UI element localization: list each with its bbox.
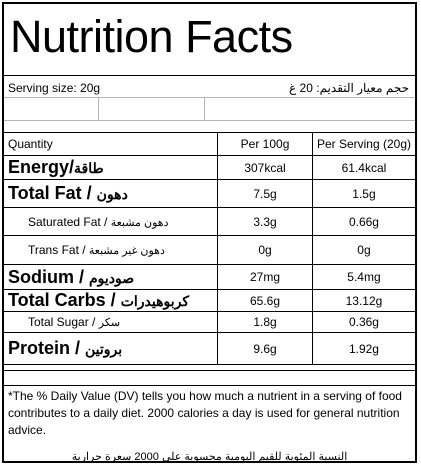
row-label: Sodium / صوديوم (4, 264, 219, 290)
serving-size-en: Serving size: 20g (8, 81, 101, 95)
daily-value-footnote-ar: النسبة المئوية للقيم اليومية محسوبة على … (71, 451, 348, 463)
per-100g-value: 27mg (217, 264, 313, 290)
row-label: Saturated Fat / دهون مشبعة (4, 207, 219, 236)
divider (4, 385, 415, 386)
divider (4, 370, 415, 371)
per-serving-value: 61.4kcal (311, 155, 415, 180)
row-label: Trans Fat / دهون غير مشبعة (4, 235, 219, 265)
table-header-row: Quantity Per 100g Per Serving (20g) (4, 132, 415, 156)
total-fat-row: Total Fat / دهون 7.5g 1.5g (4, 179, 415, 208)
divider (4, 75, 415, 76)
row-label: Total Fat / دهون (4, 179, 219, 208)
quantity-header: Quantity (4, 132, 219, 156)
total-sugar-row: Total Sugar / سكر 1.8g 0.36g (4, 311, 415, 333)
divider (4, 120, 415, 121)
row-label: Total Sugar / سكر (4, 311, 219, 333)
nutrition-label: Nutrition Facts Serving size: 20g حجم مع… (2, 2, 417, 463)
per-serving-value: 1.5g (311, 179, 415, 208)
per-serving-value: 0.66g (311, 207, 415, 236)
per-serving-value: 1.92g (311, 332, 415, 365)
column-divider (98, 98, 99, 121)
per-100g-header: Per 100g (217, 132, 313, 156)
row-label: Protein / بروتين (4, 332, 219, 365)
row-label: Total Carbs / كربوهيدرات (4, 289, 219, 312)
per-100g-value: 1.8g (217, 311, 313, 333)
trans-fat-row: Trans Fat / دهون غير مشبعة 0g 0g (4, 235, 415, 265)
per-serving-value: 0.36g (311, 311, 415, 333)
serving-size-ar: حجم معيار التقديم: 20 غ (289, 81, 409, 95)
per-100g-value: 9.6g (217, 332, 313, 365)
per-100g-value: 7.5g (217, 179, 313, 208)
daily-value-footnote: *The % Daily Value (DV) tells you how mu… (8, 389, 402, 437)
per-100g-value: 307kcal (217, 155, 313, 180)
column-divider (204, 98, 205, 121)
nutrition-table: Quantity Per 100g Per Serving (20g) Ener… (4, 132, 415, 365)
per-serving-value: 13.12g (311, 289, 415, 312)
per-serving-header: Per Serving (20g) (311, 132, 415, 156)
per-serving-value: 5.4mg (311, 264, 415, 290)
protein-row: Protein / بروتين 9.6g 1.92g (4, 332, 415, 365)
row-label: Energy/طاقة (4, 155, 219, 180)
per-100g-value: 3.3g (217, 207, 313, 236)
total-carbs-row: Total Carbs / كربوهيدرات 65.6g 13.12g (4, 289, 415, 312)
per-serving-value: 0g (311, 235, 415, 265)
label-title: Nutrition Facts (10, 11, 293, 62)
energy-row: Energy/طاقة 307kcal 61.4kcal (4, 155, 415, 180)
sodium-row: Sodium / صوديوم 27mg 5.4mg (4, 264, 415, 290)
per-100g-value: 65.6g (217, 289, 313, 312)
saturated-fat-row: Saturated Fat / دهون مشبعة 3.3g 0.66g (4, 207, 415, 236)
divider (4, 97, 415, 98)
per-100g-value: 0g (217, 235, 313, 265)
